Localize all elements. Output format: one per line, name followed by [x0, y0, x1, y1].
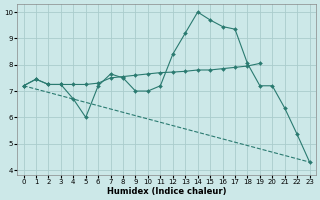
- X-axis label: Humidex (Indice chaleur): Humidex (Indice chaleur): [107, 187, 226, 196]
